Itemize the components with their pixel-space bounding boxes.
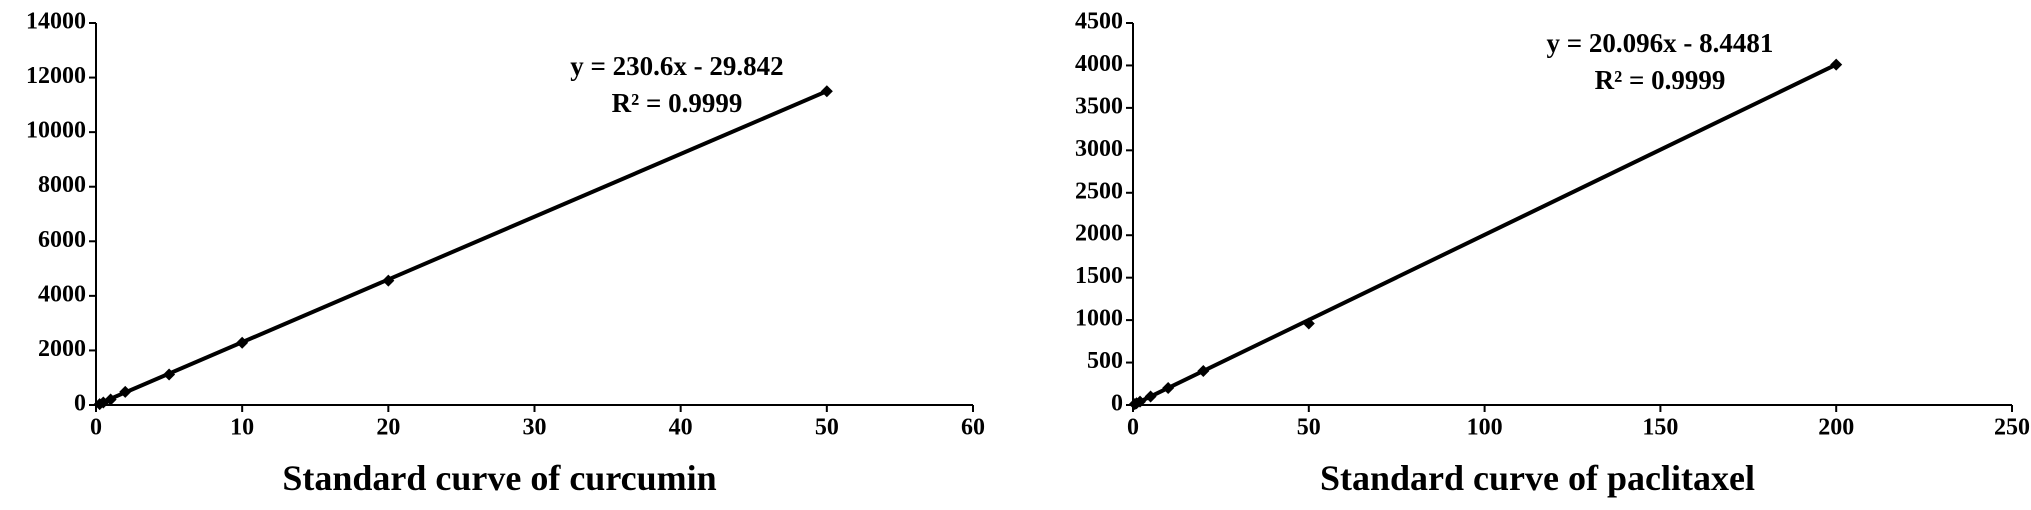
annotation: R² = 0.9999 bbox=[612, 88, 743, 118]
y-tick-label: 10000 bbox=[26, 118, 86, 144]
data-point bbox=[163, 368, 176, 381]
y-tick-label: 2000 bbox=[1075, 221, 1123, 247]
x-tick-label: 100 bbox=[1467, 415, 1503, 441]
x-axis-title: Standard curve of paclitaxel bbox=[1320, 458, 1755, 498]
y-tick-label: 3500 bbox=[1075, 93, 1123, 119]
y-tick-label: 4000 bbox=[38, 281, 86, 307]
x-tick-label: 250 bbox=[1994, 415, 2030, 441]
y-tick-label: 3000 bbox=[1075, 136, 1123, 162]
x-tick-label: 150 bbox=[1642, 415, 1678, 441]
y-tick-label: 2500 bbox=[1075, 178, 1123, 204]
data-point bbox=[119, 385, 132, 398]
y-tick-label: 0 bbox=[74, 391, 86, 417]
x-tick-label: 50 bbox=[815, 415, 839, 441]
data-point bbox=[820, 85, 833, 98]
trendline bbox=[1132, 62, 1838, 407]
y-tick-label: 12000 bbox=[26, 63, 86, 89]
data-point bbox=[104, 393, 117, 406]
y-tick-label: 8000 bbox=[38, 172, 86, 198]
x-tick-label: 10 bbox=[230, 415, 254, 441]
annotation: y = 20.096x - 8.4481 bbox=[1547, 28, 1774, 58]
y-tick-label: 2000 bbox=[38, 336, 86, 362]
y-tick-label: 500 bbox=[1087, 348, 1123, 374]
x-tick-label: 20 bbox=[376, 415, 400, 441]
x-tick-label: 30 bbox=[523, 415, 547, 441]
x-tick-label: 200 bbox=[1818, 415, 1854, 441]
y-tick-label: 4000 bbox=[1075, 51, 1123, 77]
panel: 0 2000 4000 6000 8000 10000 12000 14000 0 10 20 30 4… bbox=[26, 9, 985, 499]
y-tick-label: 1000 bbox=[1075, 306, 1123, 332]
x-tick-label: 0 bbox=[1127, 415, 1139, 441]
annotation: y = 230.6x - 29.842 bbox=[570, 51, 783, 81]
y-tick-label: 4500 bbox=[1075, 9, 1123, 35]
annotation: R² = 0.9999 bbox=[1595, 65, 1726, 95]
data-point bbox=[1144, 390, 1157, 403]
y-tick-label: 0 bbox=[1111, 391, 1123, 417]
data-point bbox=[236, 336, 249, 349]
data-point bbox=[1162, 382, 1175, 395]
data-point bbox=[1830, 58, 1843, 71]
x-tick-label: 0 bbox=[90, 415, 102, 441]
x-tick-label: 60 bbox=[961, 415, 985, 441]
y-tick-label: 1500 bbox=[1075, 263, 1123, 289]
panel: 0 500 1000 1500 2000 2500 3000 3500 4000 4500 0 50 1… bbox=[1075, 9, 2030, 499]
y-tick-label: 6000 bbox=[38, 227, 86, 253]
trendline bbox=[95, 89, 828, 407]
x-tick-label: 40 bbox=[669, 415, 693, 441]
y-tick-label: 14000 bbox=[26, 9, 86, 35]
data-point bbox=[1302, 317, 1315, 330]
data-point bbox=[1197, 365, 1210, 378]
x-tick-label: 50 bbox=[1297, 415, 1321, 441]
x-axis-title: Standard curve of curcumin bbox=[282, 458, 716, 498]
data-point bbox=[1134, 395, 1147, 408]
data-point bbox=[382, 274, 395, 287]
